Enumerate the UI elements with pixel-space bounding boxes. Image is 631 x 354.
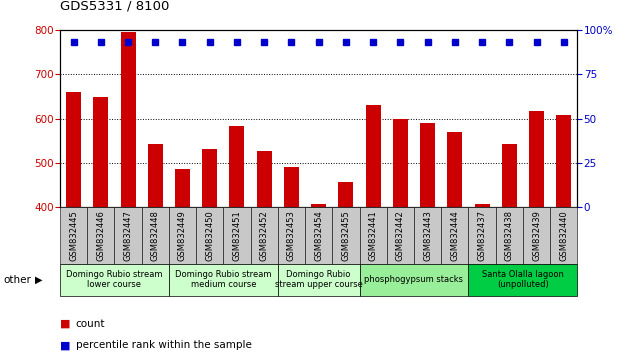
Bar: [550, 207, 577, 264]
Text: ▶: ▶: [35, 275, 42, 285]
Text: GSM832442: GSM832442: [396, 210, 405, 261]
Bar: [66, 92, 81, 354]
Bar: [278, 207, 305, 264]
Bar: [141, 207, 169, 264]
Bar: [441, 207, 468, 264]
Bar: [311, 204, 326, 354]
Text: GDS5331 / 8100: GDS5331 / 8100: [60, 0, 169, 12]
Bar: [393, 120, 408, 354]
Bar: [529, 110, 544, 354]
Bar: [502, 144, 517, 354]
Bar: [148, 144, 163, 354]
Bar: [202, 149, 217, 354]
Text: GSM832446: GSM832446: [97, 210, 105, 261]
Bar: [284, 167, 299, 354]
Bar: [333, 207, 360, 264]
Text: GSM832453: GSM832453: [287, 210, 296, 261]
Bar: [420, 123, 435, 354]
Bar: [278, 264, 360, 296]
Bar: [475, 204, 490, 354]
Text: GSM832448: GSM832448: [151, 210, 160, 261]
Text: percentile rank within the sample: percentile rank within the sample: [76, 340, 252, 350]
Text: GSM832439: GSM832439: [532, 210, 541, 261]
Bar: [223, 207, 251, 264]
Bar: [360, 264, 468, 296]
Text: GSM832437: GSM832437: [478, 210, 487, 261]
Text: Domingo Rubio stream
medium course: Domingo Rubio stream medium course: [175, 270, 271, 289]
Bar: [468, 264, 577, 296]
Text: GSM832447: GSM832447: [124, 210, 133, 261]
Bar: [60, 264, 169, 296]
Text: Domingo Rubio stream
lower course: Domingo Rubio stream lower course: [66, 270, 163, 289]
Text: phosphogypsum stacks: phosphogypsum stacks: [365, 275, 463, 284]
Text: GSM832454: GSM832454: [314, 210, 323, 261]
Bar: [93, 97, 109, 354]
Text: GSM832444: GSM832444: [451, 210, 459, 261]
Text: Santa Olalla lagoon
(unpolluted): Santa Olalla lagoon (unpolluted): [482, 270, 564, 289]
Bar: [468, 207, 496, 264]
Bar: [360, 207, 387, 264]
Bar: [251, 207, 278, 264]
Text: GSM832440: GSM832440: [559, 210, 569, 261]
Text: GSM832445: GSM832445: [69, 210, 78, 261]
Bar: [60, 207, 87, 264]
Text: GSM832452: GSM832452: [260, 210, 269, 261]
Bar: [447, 132, 463, 354]
Bar: [338, 182, 353, 354]
Text: GSM832438: GSM832438: [505, 210, 514, 261]
Bar: [496, 207, 523, 264]
Bar: [114, 207, 141, 264]
Bar: [121, 32, 136, 354]
Text: count: count: [76, 319, 105, 329]
Bar: [169, 207, 196, 264]
Text: GSM832443: GSM832443: [423, 210, 432, 261]
Text: other: other: [3, 275, 31, 285]
Bar: [175, 169, 190, 354]
Bar: [387, 207, 414, 264]
Bar: [196, 207, 223, 264]
Text: GSM832451: GSM832451: [232, 210, 242, 261]
Text: ■: ■: [60, 340, 71, 350]
Bar: [230, 126, 244, 354]
Bar: [87, 207, 114, 264]
Text: ■: ■: [60, 319, 71, 329]
Text: GSM832441: GSM832441: [369, 210, 377, 261]
Bar: [257, 151, 272, 354]
Text: GSM832455: GSM832455: [341, 210, 350, 261]
Bar: [169, 264, 278, 296]
Bar: [414, 207, 441, 264]
Text: Domingo Rubio
stream upper course: Domingo Rubio stream upper course: [274, 270, 363, 289]
Bar: [305, 207, 333, 264]
Bar: [365, 105, 380, 354]
Text: GSM832449: GSM832449: [178, 210, 187, 261]
Text: GSM832450: GSM832450: [205, 210, 214, 261]
Bar: [523, 207, 550, 264]
Bar: [557, 115, 571, 354]
